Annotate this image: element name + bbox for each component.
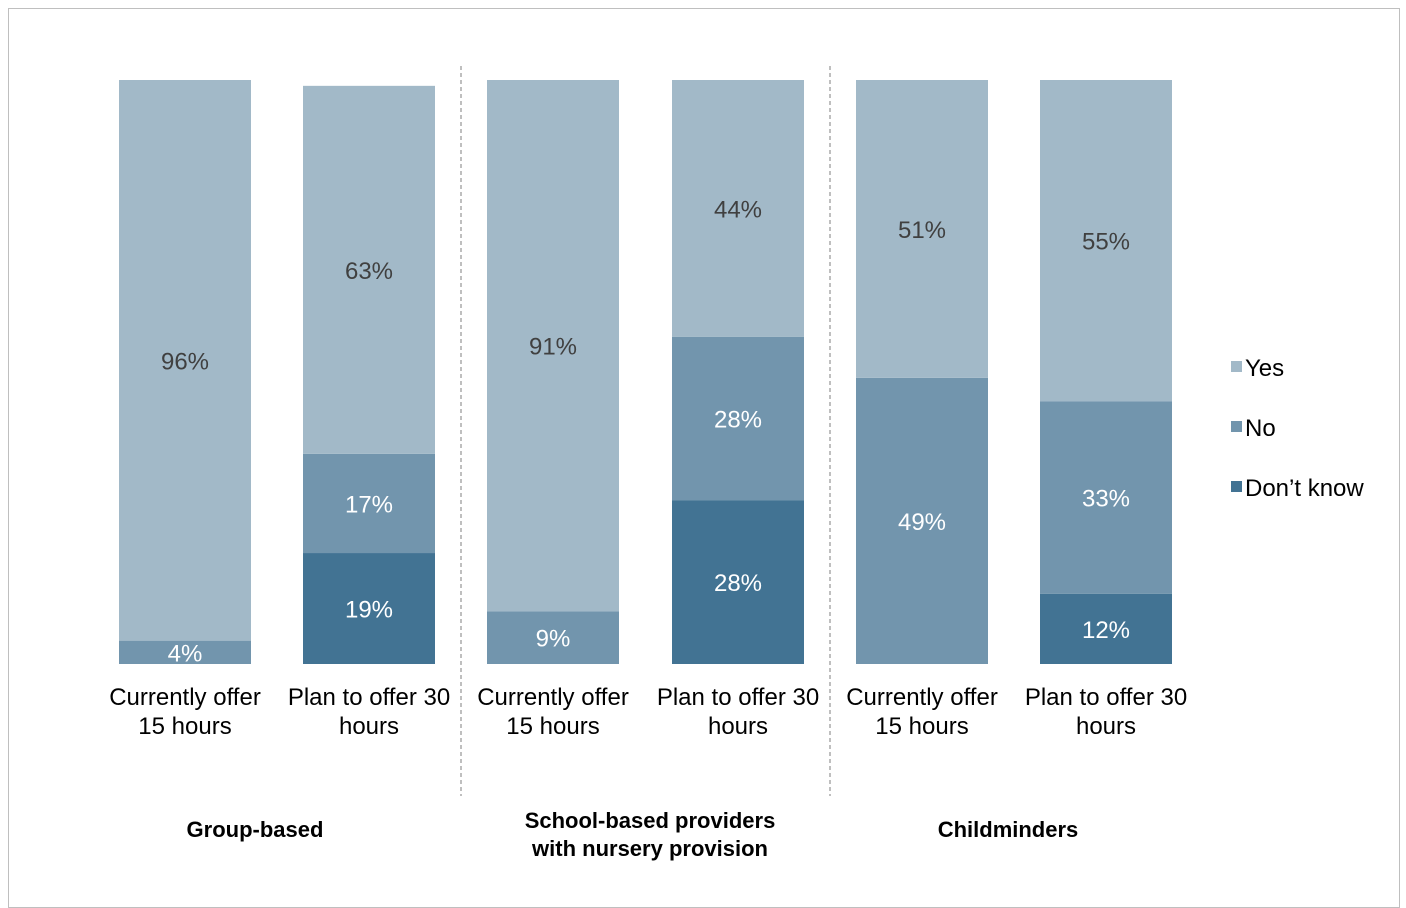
- bar-segment-don-t-know-1: [303, 553, 435, 664]
- bar-segment-don-t-know-5: [1040, 593, 1172, 664]
- legend-label: No: [1245, 415, 1276, 442]
- group-label: Group-based: [187, 817, 324, 842]
- data-label: 63%: [345, 258, 393, 285]
- legend-label: Don’t know: [1245, 475, 1364, 502]
- data-label: 28%: [714, 570, 762, 597]
- data-label: 19%: [345, 597, 393, 624]
- data-label: 33%: [1082, 486, 1130, 513]
- data-label: 28%: [714, 407, 762, 434]
- legend-swatch: [1231, 421, 1242, 432]
- category-label: Currently offer 15 hours: [109, 684, 261, 740]
- category-label: Currently offer 15 hours: [846, 684, 998, 740]
- bar-segment-no-5: [1040, 401, 1172, 594]
- bar-segment-yes-2: [487, 80, 619, 612]
- data-label: 96%: [161, 348, 209, 375]
- group-label: School-based providers with nursery provi…: [525, 808, 776, 861]
- bar-segment-don-t-know-3: [672, 500, 804, 664]
- group-separators: [460, 66, 831, 796]
- bar-segment-no-0: [119, 640, 251, 664]
- data-label: 55%: [1082, 229, 1130, 256]
- data-label: 17%: [345, 491, 393, 518]
- group-label: Childminders: [938, 817, 1079, 842]
- data-label: 44%: [714, 196, 762, 223]
- bar-segment-no-4: [856, 377, 988, 664]
- category-labels: Currently offer 15 hours Plan to offer 30 h…: [109, 684, 1187, 740]
- legend-label: Yes: [1245, 355, 1284, 382]
- bars-layer: [119, 80, 1172, 664]
- data-label: 12%: [1082, 617, 1130, 644]
- legend: Yes No Don’t know: [1231, 355, 1364, 502]
- category-label: Plan to offer 30 hours: [657, 684, 819, 740]
- stacked-bar-chart: 4% 96% 19% 17% 63% 9% 91% 28% 28% 44% 49% 51% 12% 33%…: [109, 66, 1364, 861]
- bar-segment-no-2: [487, 611, 619, 664]
- category-label: Plan to offer 30 hours: [288, 684, 450, 740]
- bar-segment-yes-5: [1040, 80, 1172, 402]
- legend-swatch: [1231, 361, 1242, 372]
- bar-segment-yes-4: [856, 80, 988, 378]
- data-label: 9%: [536, 626, 571, 653]
- legend-swatch: [1231, 481, 1242, 492]
- bar-segment-yes-0: [119, 80, 251, 641]
- category-label: Currently offer 15 hours: [477, 684, 629, 740]
- data-label: 91%: [529, 334, 577, 361]
- data-labels-layer: 4% 96% 19% 17% 63% 9% 91% 28% 28% 44% 49% 51% 12% 33%…: [161, 196, 1130, 667]
- category-label: Plan to offer 30 hours: [1025, 684, 1187, 740]
- group-labels: Group-based School-based providers with nu…: [187, 808, 1079, 861]
- bar-segment-no-3: [672, 336, 804, 501]
- bar-segment-yes-3: [672, 80, 804, 337]
- data-label: 49%: [898, 509, 946, 536]
- data-label: 4%: [168, 640, 203, 667]
- bar-segment-no-1: [303, 453, 435, 554]
- bar-segment-yes-1: [303, 85, 435, 454]
- data-label: 51%: [898, 217, 946, 244]
